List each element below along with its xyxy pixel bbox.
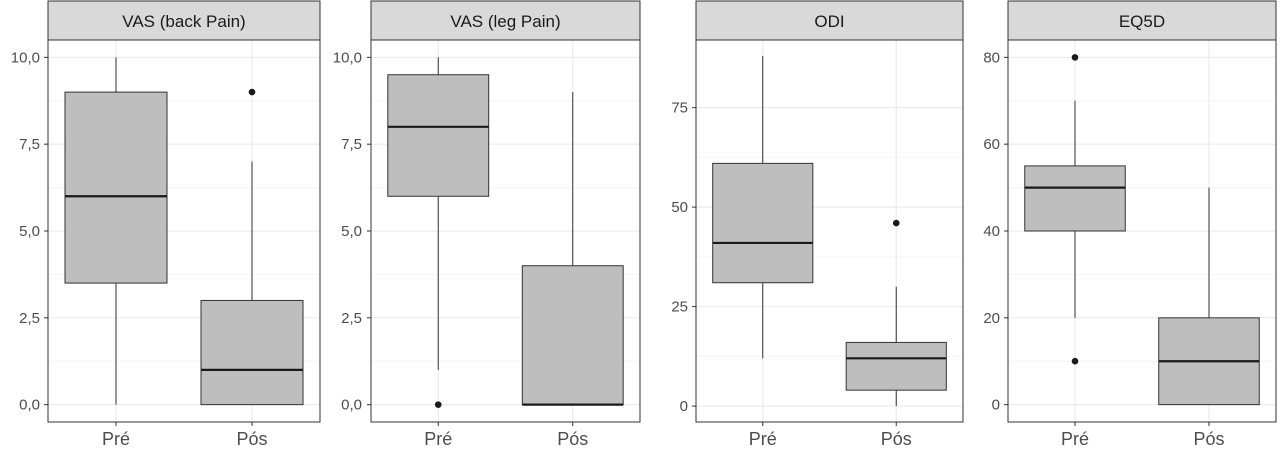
y-tick-label: 5,0 (341, 223, 362, 240)
box-iqr (845, 341, 947, 391)
outlier-point (434, 401, 442, 408)
y-tick-label: 10,0 (11, 49, 40, 66)
outlier-point (892, 219, 900, 227)
box-iqr (200, 299, 304, 406)
y-tick-label: 60 (983, 136, 1000, 153)
y-tick-label: 10,0 (333, 49, 362, 66)
strip-background (47, 0, 321, 41)
y-tick-label: 5,0 (19, 223, 40, 240)
facet-panel-3: ODI 0 25 50 75 Pré Pós (671, 0, 964, 449)
box-pre (387, 57, 490, 408)
y-tick-label: 0,0 (19, 397, 40, 414)
x-category-label: Pré (749, 429, 777, 449)
y-tick-label: 80 (983, 49, 1000, 66)
strip-background (370, 0, 641, 41)
x-category-label: Pré (102, 429, 130, 449)
y-tick-label: 25 (671, 299, 688, 316)
box-iqr (387, 74, 490, 197)
panel-title: VAS (leg Pain) (450, 12, 560, 31)
y-tick-label: 0,0 (341, 397, 362, 414)
y-tick-label: 2,5 (341, 310, 362, 327)
y-tick-label: 50 (671, 199, 688, 216)
facet-panel-2: VAS (leg Pain) 0,0 2,5 5,0 7,5 10,0 Pré Pós (333, 0, 641, 449)
outlier-point (1071, 357, 1079, 365)
x-category-label: Pré (1061, 429, 1089, 449)
panel-title: ODI (814, 12, 844, 31)
box-pre (64, 57, 168, 405)
strip-background (1007, 0, 1277, 41)
box-iqr (712, 162, 814, 284)
box-pos (521, 92, 624, 406)
x-category-label: Pós (1193, 429, 1224, 449)
panel-title: EQ5D (1119, 12, 1165, 31)
outlier-point (248, 88, 256, 96)
outlier-point (1071, 54, 1079, 61)
box-pos (1158, 187, 1260, 406)
panel-title: VAS (back Pain) (122, 12, 245, 31)
box-iqr (64, 91, 168, 284)
x-category-label: Pós (236, 429, 267, 449)
y-tick-label: 20 (983, 310, 1000, 327)
y-tick-label: 7,5 (341, 136, 362, 153)
facet-panel-1: VAS (back Pain) 0,0 2,5 5,0 7,5 10,0 Pré Pós (11, 0, 321, 449)
y-tick-label: 7,5 (19, 136, 40, 153)
strip-background (695, 0, 964, 41)
y-tick-label: 0 (680, 398, 688, 415)
x-category-label: Pós (557, 429, 588, 449)
y-tick-label: 40 (983, 223, 1000, 240)
box-pos (845, 219, 947, 407)
x-category-label: Pré (424, 429, 452, 449)
y-tick-label: 0 (992, 397, 1000, 414)
box-iqr (1024, 165, 1126, 232)
x-category-label: Pós (881, 429, 912, 449)
facet-panel-4: EQ5D 0 20 40 60 80 Pré Pós (983, 0, 1277, 449)
y-tick-label: 2,5 (19, 310, 40, 327)
y-tick-label: 75 (671, 100, 688, 117)
box-pre (1024, 54, 1126, 365)
box-pos (200, 88, 304, 406)
box-iqr (521, 265, 624, 406)
box-pre (712, 55, 814, 359)
